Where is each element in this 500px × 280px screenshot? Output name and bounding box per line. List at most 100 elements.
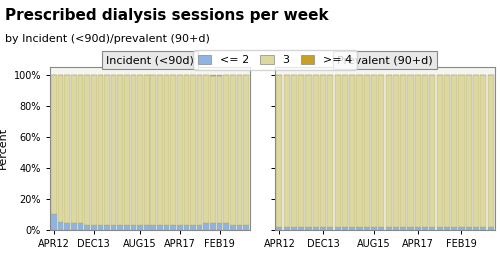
Bar xyxy=(111,75,116,225)
Bar xyxy=(444,75,450,227)
Bar xyxy=(342,227,348,230)
Bar xyxy=(393,75,399,227)
Bar xyxy=(349,227,356,230)
Bar xyxy=(422,227,428,230)
Title: Prevalent (90+d): Prevalent (90+d) xyxy=(337,55,433,65)
Bar xyxy=(138,75,143,225)
Bar xyxy=(306,227,312,230)
Bar xyxy=(164,75,170,225)
Bar xyxy=(243,225,249,230)
Bar xyxy=(210,223,216,230)
Bar xyxy=(408,227,414,230)
Bar xyxy=(58,222,64,230)
Bar xyxy=(364,75,370,227)
Bar xyxy=(224,75,229,223)
Bar xyxy=(204,75,209,223)
Bar xyxy=(320,227,326,230)
Bar xyxy=(91,225,96,230)
Bar xyxy=(144,225,150,230)
Bar xyxy=(111,225,116,230)
Bar xyxy=(356,227,362,230)
Bar xyxy=(473,227,479,230)
Bar xyxy=(473,75,479,227)
Bar xyxy=(118,225,123,230)
Bar xyxy=(157,75,162,225)
Bar xyxy=(124,225,130,230)
Bar xyxy=(164,225,170,230)
Bar xyxy=(458,75,464,227)
Bar xyxy=(386,227,392,230)
Bar xyxy=(84,75,90,225)
Bar xyxy=(436,227,442,230)
Bar xyxy=(400,75,406,227)
Bar xyxy=(51,214,57,230)
Bar xyxy=(170,225,176,230)
Bar xyxy=(144,75,150,225)
Bar xyxy=(328,75,334,227)
Bar xyxy=(78,223,84,230)
Bar xyxy=(64,75,70,223)
Bar xyxy=(224,223,229,230)
Bar xyxy=(436,75,442,227)
Legend: <= 2, 3, >= 4: <= 2, 3, >= 4 xyxy=(194,50,356,70)
Bar xyxy=(451,227,458,230)
Bar xyxy=(71,223,76,230)
Bar xyxy=(378,227,384,230)
Bar xyxy=(371,75,377,227)
Bar xyxy=(371,227,377,230)
Bar xyxy=(488,227,494,230)
Bar xyxy=(480,75,486,227)
Bar xyxy=(150,75,156,225)
Bar xyxy=(356,75,362,227)
Bar xyxy=(190,225,196,230)
Bar xyxy=(284,227,290,230)
Bar xyxy=(236,225,242,230)
Bar xyxy=(64,223,70,230)
Bar xyxy=(386,75,392,227)
Bar xyxy=(334,75,340,227)
Bar xyxy=(150,225,156,230)
Bar xyxy=(243,75,249,225)
Y-axis label: Percent: Percent xyxy=(0,127,8,169)
Bar xyxy=(130,225,136,230)
Bar xyxy=(58,75,64,222)
Bar xyxy=(414,227,421,230)
Bar xyxy=(488,75,494,227)
Bar xyxy=(157,225,162,230)
Bar xyxy=(306,75,312,227)
Bar xyxy=(197,75,202,225)
Bar xyxy=(291,227,297,230)
Bar xyxy=(466,227,472,230)
Bar xyxy=(400,227,406,230)
Bar xyxy=(104,75,110,225)
Bar xyxy=(408,75,414,227)
Bar xyxy=(422,75,428,227)
Bar xyxy=(480,227,486,230)
Bar xyxy=(414,75,421,227)
Bar xyxy=(216,223,222,230)
Bar xyxy=(98,75,103,225)
Bar xyxy=(276,227,282,230)
Bar xyxy=(170,75,176,225)
Bar xyxy=(130,75,136,225)
Bar xyxy=(466,75,472,227)
Bar xyxy=(184,75,189,225)
Bar xyxy=(230,75,235,225)
Bar xyxy=(364,227,370,230)
Bar xyxy=(184,225,189,230)
Bar xyxy=(312,75,319,227)
Bar xyxy=(320,75,326,227)
Bar xyxy=(118,75,123,225)
Bar xyxy=(98,225,103,230)
Bar xyxy=(177,225,182,230)
Bar xyxy=(236,75,242,225)
Bar xyxy=(334,227,340,230)
Bar xyxy=(342,75,348,227)
Bar xyxy=(216,75,222,76)
Bar xyxy=(204,223,209,230)
Bar xyxy=(458,227,464,230)
Bar xyxy=(430,75,436,227)
Bar xyxy=(216,76,222,223)
Bar xyxy=(451,75,458,227)
Bar xyxy=(177,75,182,225)
